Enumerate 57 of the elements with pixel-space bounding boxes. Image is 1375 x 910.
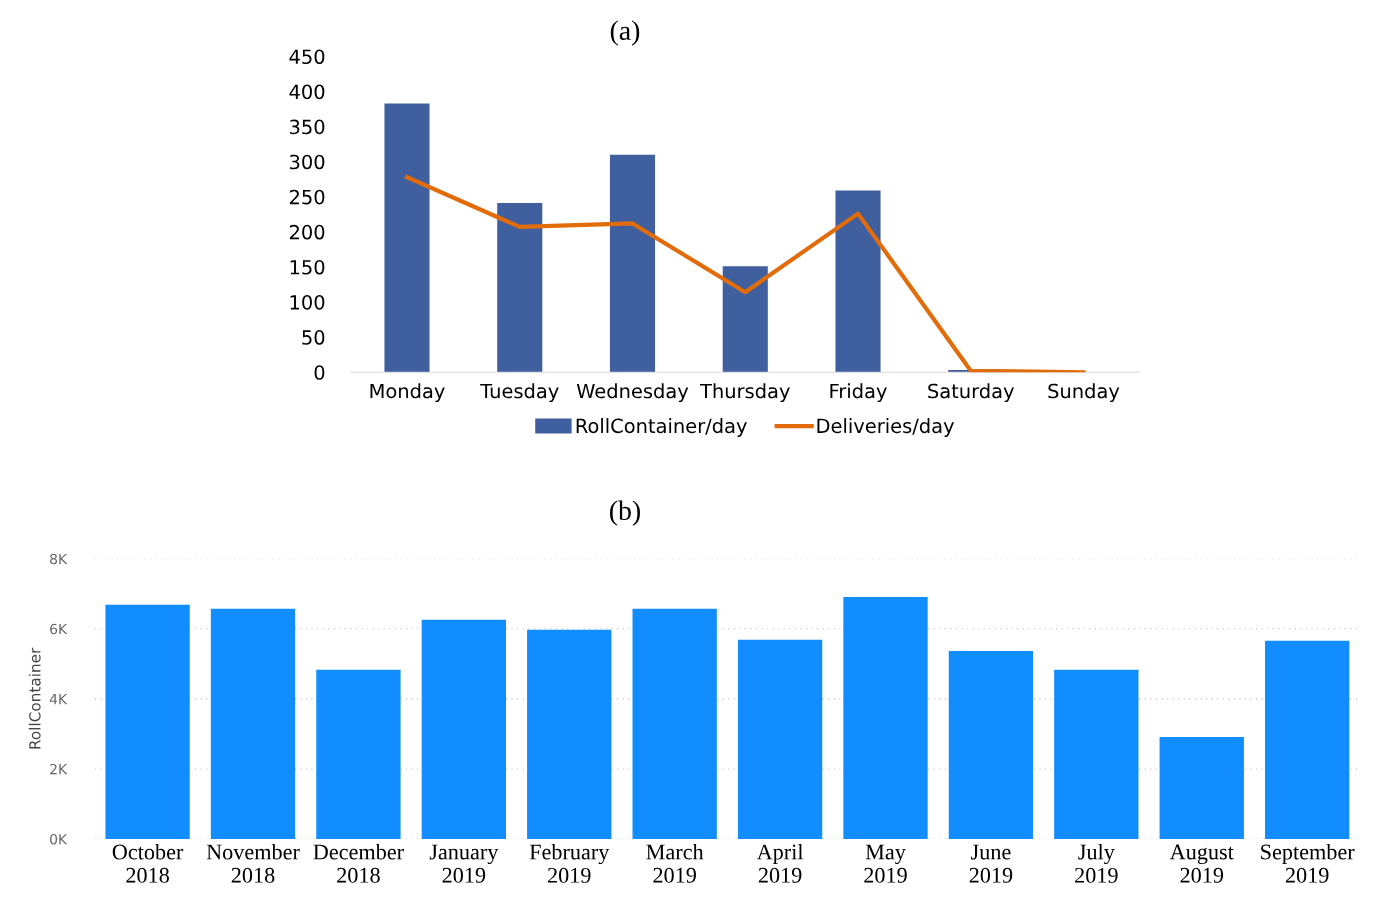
- bar: [737, 639, 823, 840]
- x-tick-label: May 2019: [864, 844, 907, 883]
- y-tick-label: 450: [289, 49, 325, 65]
- bar: [105, 604, 190, 840]
- bar: [632, 608, 717, 840]
- y-tick-label: 0: [314, 365, 325, 380]
- y-tick-label: 150: [290, 259, 325, 275]
- x-tick-label: Sunday: [1048, 383, 1120, 403]
- x-tick-label: Thursday: [699, 383, 790, 403]
- chart-title: (a): [610, 20, 640, 46]
- x-tick-label: March 2019: [646, 843, 704, 883]
- x-tick-label: February 2019: [529, 843, 610, 883]
- y-tick-label: 2K: [50, 763, 68, 775]
- legend-label: Deliveries/day: [817, 418, 954, 437]
- legend-label: RollContainer/day: [576, 418, 747, 437]
- bar: [1054, 669, 1139, 840]
- y-tick-label: 300: [289, 154, 325, 170]
- bar: [497, 203, 543, 373]
- y-tick-label: 100: [290, 294, 325, 310]
- bar: [210, 608, 296, 840]
- bar: [722, 266, 768, 373]
- chart-title: (b): [610, 500, 640, 526]
- bar: [421, 619, 506, 840]
- y-tick-label: 400: [289, 84, 325, 100]
- x-tick-label: January 2019: [429, 844, 499, 883]
- x-tick-label: Tuesday: [480, 383, 559, 403]
- bar: [835, 190, 881, 373]
- x-tick-label: July 2019: [1075, 843, 1118, 883]
- x-tick-label: August 2019: [1169, 844, 1234, 883]
- y-tick-label: 0K: [50, 833, 68, 845]
- bar: [384, 103, 430, 373]
- y-tick-label: 350: [289, 119, 325, 135]
- bar: [316, 669, 401, 840]
- y-tick-label: 200: [289, 224, 325, 240]
- x-tick-label: Wednesday: [576, 383, 689, 403]
- y-tick-label: 6K: [50, 623, 68, 635]
- x-tick-label: October 2018: [112, 843, 184, 883]
- line-series: [404, 175, 1086, 373]
- bar: [609, 154, 656, 373]
- y-tick-label: 50: [302, 330, 325, 345]
- x-tick-label: Saturday: [928, 383, 1014, 403]
- x-tick-label: September 2019: [1261, 843, 1355, 883]
- bar: [1265, 640, 1350, 840]
- y-tick-label: 8K: [50, 553, 68, 565]
- y-tick-label: 4K: [49, 694, 68, 705]
- bar: [1159, 737, 1244, 840]
- bar: [948, 650, 1034, 840]
- x-tick-label: June 2019: [969, 844, 1013, 883]
- x-tick-label: December 2018: [313, 843, 404, 883]
- x-tick-label: April 2019: [756, 843, 804, 883]
- y-tick-label: 250: [289, 189, 325, 205]
- x-tick-label: Monday: [370, 383, 445, 403]
- bar: [527, 629, 612, 840]
- bar: [843, 596, 928, 840]
- y-axis-title: RollContainer: [28, 647, 41, 749]
- x-tick-label: November 2018: [206, 843, 300, 883]
- x-tick-label: Friday: [830, 383, 887, 403]
